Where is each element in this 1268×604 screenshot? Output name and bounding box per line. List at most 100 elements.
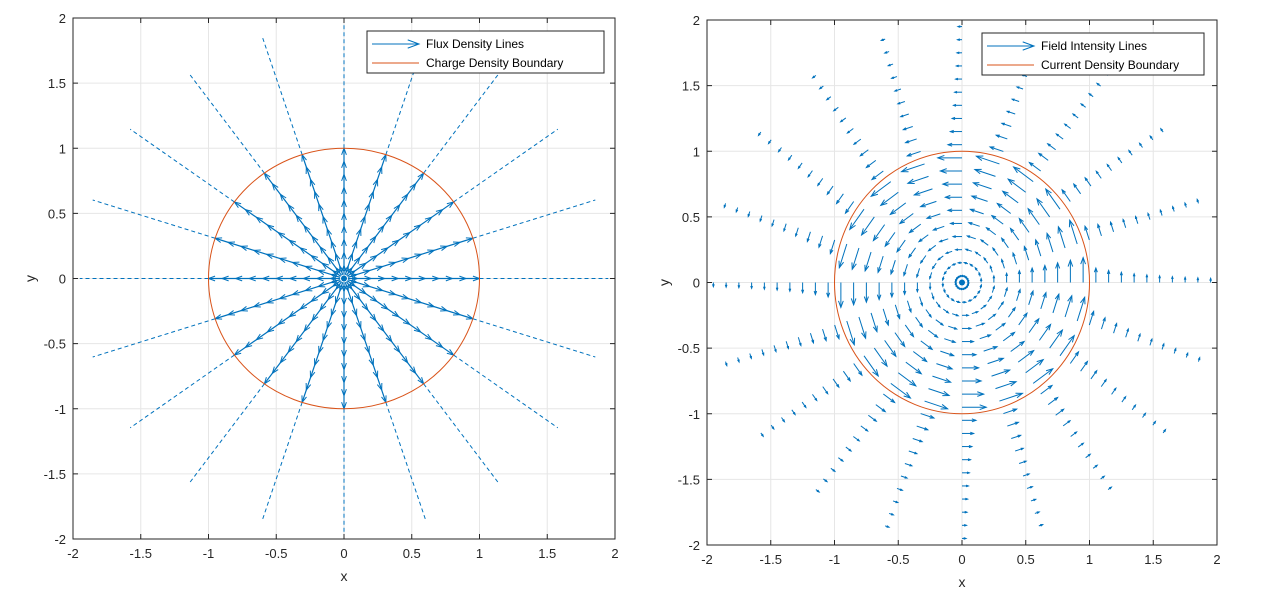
arrow-head [1010,331,1016,337]
arrow-head [388,289,397,296]
arrow-head [1034,238,1040,246]
arrow-head [940,404,949,410]
arrow-head [895,500,900,504]
arrow-head [291,261,300,268]
arrow-head [369,295,379,303]
arrow-head [846,130,850,134]
chart-1: -2 -1.5 -1 -0.5 0 0.5 1 1.5 2 -2 -1.5 -1 -0.5 0 0.5 1 1.… [22,11,619,584]
arrow-head [1012,408,1019,413]
field-arrow [933,225,945,231]
arrow-head [360,215,366,224]
arrow-head [965,313,970,317]
arrow-head [783,228,786,233]
arrow-head [883,51,888,54]
flux-line-dashed [453,354,559,429]
field-arrow [967,235,976,240]
field-arrow [818,235,824,248]
arrow-head [978,271,981,276]
x-tick-label: -2 [701,552,713,567]
arrow-head [1023,312,1028,318]
arrow-head [1046,142,1051,147]
arrow-head [341,185,347,195]
arrow-head [915,368,923,375]
arrow-head [298,303,308,310]
arrow-head [946,294,950,299]
arrow-head [938,168,947,174]
field-arrow [845,201,855,214]
arrow-head [1014,421,1020,426]
x-tick-label: -1 [203,546,215,561]
arrow-head [252,249,261,255]
field-arrow [883,393,895,403]
arrow-head [1015,86,1020,89]
field-arrow [1002,332,1015,342]
arrow-head [771,426,775,431]
field-arrow [1045,188,1061,210]
arrow-head [311,235,319,244]
arrow-head [844,208,850,215]
arrow-head [962,287,967,291]
arrow-head [1006,178,1015,186]
arrow-head [1080,256,1086,265]
arrow-head [1005,271,1009,277]
arrow-head [1159,208,1163,213]
field-arrow [890,382,911,399]
arrow-head [369,313,377,322]
arrow-head [806,238,810,243]
arrow-head [1132,272,1136,277]
arrow-head [320,262,329,270]
arrow-head [956,275,960,279]
arrow-head [924,427,930,431]
arrow-head [261,275,270,282]
arrow-head [884,319,890,327]
arrow-head [424,333,433,341]
arrow-head [963,275,968,279]
field-arrow [924,400,948,410]
arrow-head [279,355,287,364]
field-arrow [908,247,916,258]
field-arrow [919,296,923,306]
arrow-head [1026,473,1031,476]
arrow-head [341,159,347,169]
arrow-head [948,129,954,134]
arrow-head [774,349,777,354]
arrow-head [1185,351,1189,356]
arrow-head [1022,41,1036,51]
arrow-head [1005,286,1008,291]
arrow-head [906,178,915,184]
arrow-head [341,310,347,320]
field-arrow [939,238,949,243]
arrow-head [971,352,978,357]
arrow-head [965,284,969,288]
x-tick-label: 0.5 [1017,552,1035,567]
arrow-head [969,299,973,302]
arrow-head [295,334,303,343]
arrow-head [856,438,861,442]
arrow-head [971,182,980,187]
arrow-head [361,245,369,254]
field-arrow [1038,324,1052,341]
legend-entry: Charge Density Boundary [426,56,563,70]
series-field-intensity-lines [712,25,1212,540]
arrow-head [983,256,987,261]
field-arrow [1069,351,1079,364]
field-arrow [1001,237,1009,249]
arrow-head [909,379,918,387]
arrow-head [1029,486,1034,489]
field-arrow [899,213,914,224]
arrow-head [376,382,383,392]
arrow-head [1084,176,1088,181]
arrow-head [872,234,879,242]
field-arrow [936,363,953,370]
y-tick-label: -2 [54,532,66,547]
arrow-head [322,215,328,224]
arrow-head [782,419,786,423]
arrow-head [309,178,316,187]
arrow-head [816,182,821,187]
arrow-head [890,350,897,358]
field-arrow [1076,297,1086,322]
arrow-head [322,333,328,342]
arrow-head [414,253,423,259]
arrow-head [964,510,969,514]
arrow-head [372,370,379,379]
